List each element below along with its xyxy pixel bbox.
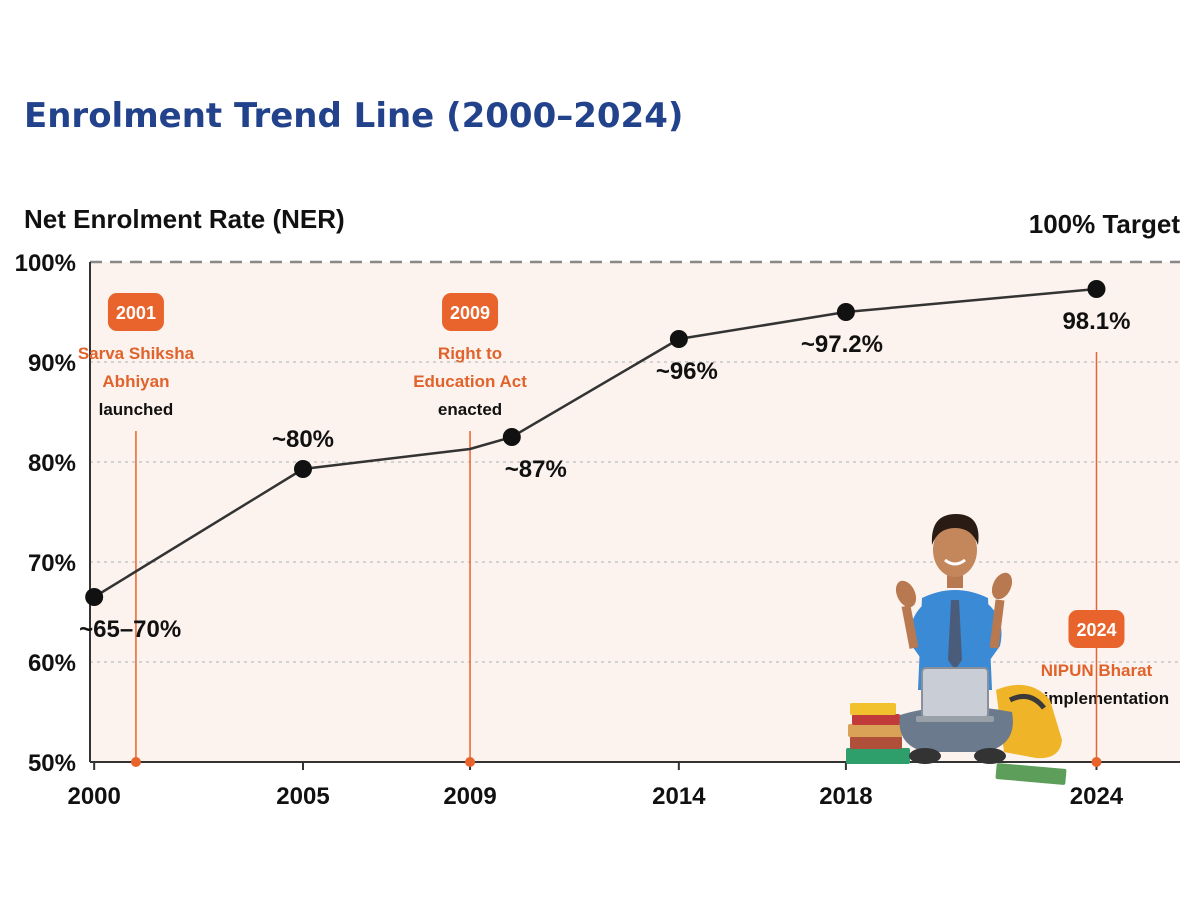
student-forearm [989,599,1005,649]
y-tick-label: 70% [28,550,76,577]
laptop-base [916,716,994,722]
y-tick-label: 60% [28,650,76,677]
book-icon [852,714,900,725]
milestone-name: Abhiyan [102,372,169,391]
data-point [293,460,312,478]
milestone-year-badge [442,293,499,331]
x-tick-label: 2014 [652,783,706,810]
milestone-annotations: 2001 Sarva Shiksha Abhiyan launched 2009 Righ… [78,293,1169,767]
x-tick-label: 2024 [1070,783,1124,810]
milestone-name: Education Act [413,372,527,391]
milestone-status: launched [99,400,174,419]
student-smile [944,558,966,566]
ner-series: ~65–70% ~80% ~87% ~96% ~97.2% 98.1% [79,280,1131,643]
student-hair [931,514,979,545]
student-tie [948,600,962,670]
y-tick-labels: 100% 90% 80% 70% 60% 50% [15,250,76,777]
milestone-marker [465,757,476,767]
data-point [85,588,104,606]
backpack-icon [996,684,1062,759]
x-tick-labels: 2000 2005 2009 2014 2018 2024 [67,762,1124,810]
x-tick-label: 2018 [819,783,872,810]
milestone-year-badge [107,293,164,331]
target-label: 100% Target [1029,209,1181,239]
backpack-strap [1008,693,1046,710]
milestone-marker [1091,757,1102,767]
y-tick-label: 90% [28,350,76,377]
x-tick-label: 2000 [67,783,120,810]
data-point [836,303,855,321]
book-icon [850,703,896,715]
data-point [669,330,688,348]
chart-title: Enrolment Trend Line (2000–2024) [24,96,683,136]
x-tick-label: 2009 [443,783,496,810]
milestone-marker [130,757,141,767]
y-tick-label: 50% [28,750,76,777]
student-forearm [901,605,919,649]
milestone-name: Sarva Shiksha [78,344,195,363]
data-label: ~65–70% [79,616,181,643]
milestone-year: 2001 [116,303,156,323]
x-tick-label: 2005 [276,783,329,810]
student-shoe [974,748,1006,764]
milestone-name: Right to [438,344,502,363]
book-icon [848,724,902,737]
data-label: 98.1% [1062,308,1130,335]
book-icon [850,736,902,749]
data-point [502,428,521,446]
book-icon [995,763,1067,785]
y-axis-label: Net Enrolment Rate (NER) [24,204,345,234]
data-point [1087,280,1106,298]
student-hand-left [895,580,917,608]
laptop-icon [921,667,989,719]
y-tick-label: 100% [15,250,76,277]
data-label: ~97.2% [801,331,883,358]
data-label: ~96% [656,358,718,385]
milestone-year: 2009 [450,303,490,323]
student-face [933,523,977,577]
plot-area [90,262,1180,762]
student-hand-right [991,572,1013,600]
milestone-status: enacted [438,400,502,419]
data-label: ~87% [505,456,567,483]
student-shoe [909,748,941,764]
y-tick-label: 80% [28,450,76,477]
book-icon [846,748,910,764]
student-with-laptop-illustration [846,514,1067,785]
data-label: ~80% [272,426,334,453]
